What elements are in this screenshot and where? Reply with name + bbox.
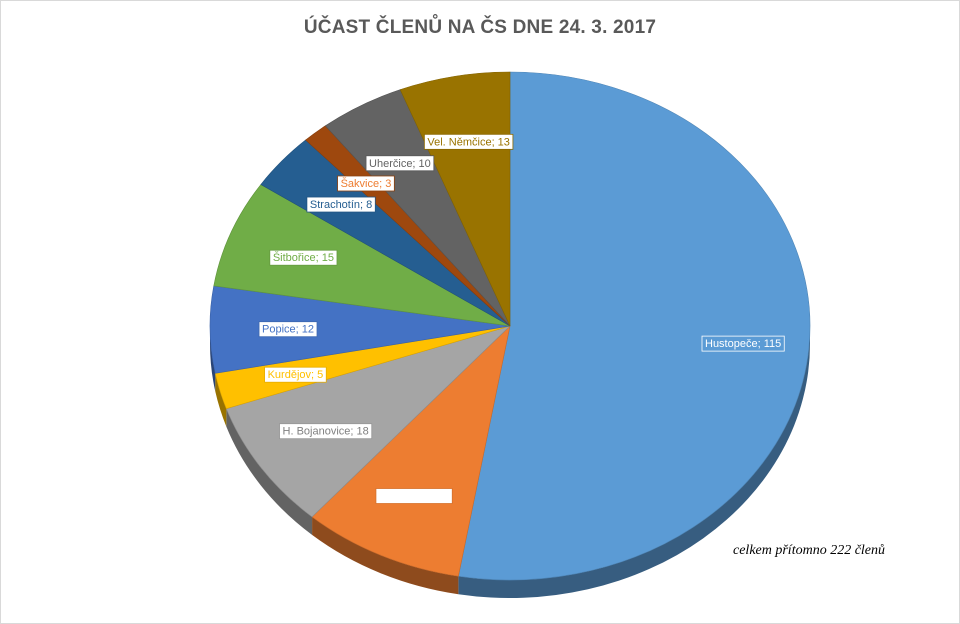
data-label-vel-nemcice: Vel. Němčice; 13 <box>423 133 514 150</box>
data-label-popice: Popice; 12 <box>258 321 318 338</box>
data-label-box <box>423 133 514 150</box>
total-annotation: celkem přítomno 222 členů <box>733 543 886 558</box>
data-label-sitborice: Šitbořice; 15 <box>269 249 338 266</box>
data-label-sakvice: Šakvice; 3 <box>337 175 395 192</box>
data-label-boleradice: Boleradice; 19 <box>375 488 453 504</box>
data-label-text: Kurdějov; 5 <box>268 369 324 381</box>
data-label-uhercice: Uherčice; 10 <box>365 155 435 172</box>
data-label-text: Hustopeče; 115 <box>705 338 781 350</box>
slice-side-h-bojanovice <box>226 408 313 535</box>
data-label-text: Šitbořice; 15 <box>273 251 334 264</box>
data-label-box <box>306 196 376 213</box>
data-label-strachotin: Strachotín; 8 <box>306 196 376 213</box>
slice-side-boleradice <box>312 516 459 595</box>
data-label-box <box>375 488 453 504</box>
data-label-text: H. Bojanovice; 18 <box>283 426 369 438</box>
chart-title: ÚČAST ČLENŮ NA ČS DNE 24. 3. 2017 <box>303 17 657 38</box>
data-label-text: Boleradice; 19 <box>379 491 449 503</box>
data-label-hustopece: Hustopeče; 115 <box>701 335 785 352</box>
data-label-box <box>365 155 435 172</box>
data-label-box <box>701 335 785 352</box>
data-label-text: Uherčice; 10 <box>369 158 431 170</box>
slice-sitborice <box>213 184 511 327</box>
data-label-box <box>258 321 318 338</box>
data-label-box <box>337 175 395 192</box>
slice-h-bojanovice <box>225 325 511 518</box>
data-label-text: Strachotín; 8 <box>310 199 372 211</box>
data-label-kurdejov: Kurdějov; 5 <box>264 366 327 383</box>
data-label-text: Šakvice; 3 <box>341 177 392 190</box>
slice-hustopece <box>458 71 811 581</box>
slice-boleradice <box>311 325 511 577</box>
data-label-box <box>279 423 373 440</box>
data-label-h-bojanovice: H. Bojanovice; 18 <box>279 423 373 440</box>
data-label-box <box>264 366 327 383</box>
slice-side-popice <box>210 326 216 392</box>
data-label-text: Vel. Němčice; 13 <box>427 136 510 148</box>
slice-side-kurdejov <box>215 373 227 427</box>
data-label-box <box>269 249 338 266</box>
data-label-text: Popice; 12 <box>262 324 314 336</box>
